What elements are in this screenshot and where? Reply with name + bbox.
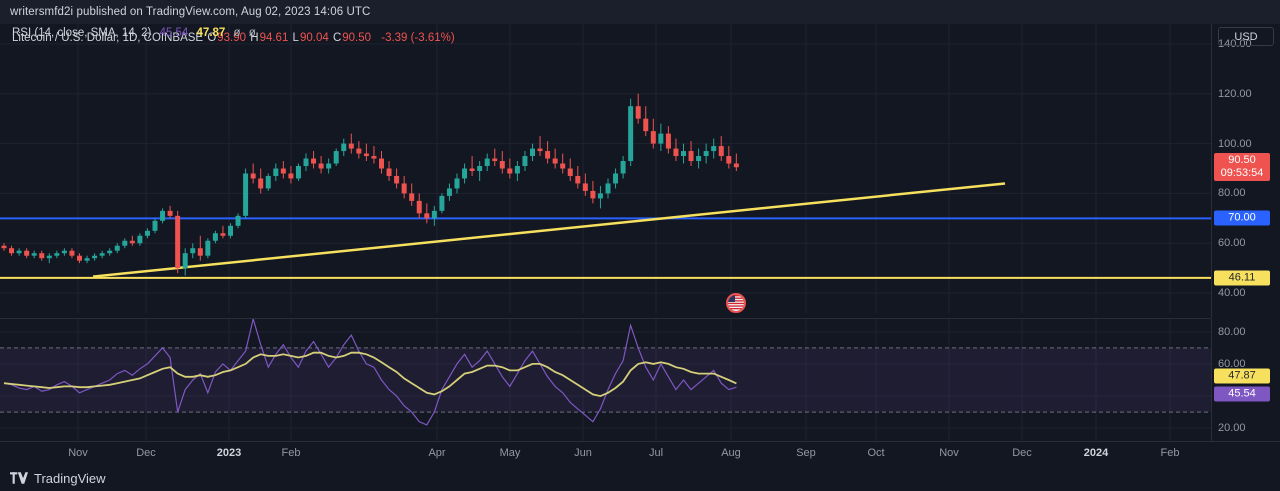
rsi-chart-svg <box>0 319 1211 441</box>
low-value: 90.04 <box>299 32 329 44</box>
price-chart-plot[interactable] <box>0 24 1211 313</box>
price-badge-last-price[interactable]: 90.50 09:53:54 <box>1214 153 1270 182</box>
low-key: L <box>292 32 299 44</box>
rsi-title[interactable]: RSI (14, close, SMA, 14, 2) <box>12 27 152 39</box>
time-tick-dec-1: Dec <box>136 447 156 459</box>
close-value: 90.50 <box>342 32 372 44</box>
rsi-legend[interactable]: RSI (14, close, SMA, 14, 2) 45.54 47.87 … <box>12 27 256 39</box>
pane-divider <box>0 318 1211 319</box>
price-chart-legend[interactable]: Litecoin / U.S. Dollar, 1D, COINBASE O93… <box>12 32 456 44</box>
rsi-current-value: 45.54 <box>159 27 189 39</box>
us-flag-economic-event-icon[interactable] <box>726 293 746 313</box>
price-tick-60: 60.00 <box>1218 237 1246 250</box>
time-tick-feb-3: Feb <box>281 447 301 459</box>
rsi-extra-value-2: ø <box>248 27 256 39</box>
time-tick-sep-9: Sep <box>796 447 816 459</box>
tradingview-wordmark: TradingView <box>34 470 106 486</box>
rsi-tick-80: 80.00 <box>1218 325 1246 338</box>
price-tick-120: 120.00 <box>1218 87 1252 100</box>
badge-primary-label: 90.50 <box>1228 154 1256 167</box>
time-tick-dec-12: Dec <box>1012 447 1032 459</box>
rsi-badge-rsi-value[interactable]: 45.54 <box>1214 386 1270 402</box>
time-tick-may-5: May <box>499 447 521 459</box>
rsi-sma-line-series[interactable] <box>3 351 737 398</box>
badge-primary-label: 46.11 <box>1228 271 1256 284</box>
change-value: -3.39 (-3.61%) <box>381 32 455 44</box>
badge-primary-label: 70.00 <box>1228 211 1256 224</box>
symbol-label[interactable]: Litecoin / U.S. Dollar, 1D, COINBASE <box>12 32 204 44</box>
price-tick-40: 40.00 <box>1218 287 1246 300</box>
chart-frame[interactable]: Litecoin / U.S. Dollar, 1D, COINBASE O93… <box>0 24 1280 491</box>
rsi-badge-sma-value[interactable]: 47.87 <box>1214 368 1270 384</box>
badge-secondary-label: 09:53:54 <box>1220 167 1264 180</box>
time-tick-nov-11: Nov <box>939 447 959 459</box>
rsi-extra-value-1: ø <box>233 27 241 39</box>
price-chart-svg <box>0 24 1211 313</box>
price-badge-blue-level[interactable]: 70.00 <box>1214 210 1270 226</box>
rsi-sma-value: 47.87 <box>196 27 226 39</box>
time-tick-2024-13: 2024 <box>1083 447 1109 459</box>
price-scale[interactable]: 40.00 60.00 80.00 100.00 120.00 140.00 90.50 09… <box>1211 24 1280 318</box>
price-tick-140: 140.00 <box>1218 37 1252 50</box>
rsi-tick-20: 20.00 <box>1218 422 1246 435</box>
rsi-indicator-plot[interactable] <box>0 319 1211 441</box>
attribution-text: writersmfd2i published on TradingView.co… <box>10 6 371 18</box>
open-key: O <box>207 32 217 44</box>
footer-bar: TradingView <box>0 465 1280 491</box>
time-tick-feb-14: Feb <box>1160 447 1180 459</box>
time-tick-apr-4: Apr <box>428 447 446 459</box>
price-tick-100: 100.00 <box>1218 137 1252 150</box>
price-tick-80: 80.00 <box>1218 187 1246 200</box>
time-tick-nov-0: Nov <box>68 447 88 459</box>
rsi-band-fill <box>0 347 1211 413</box>
price-gridlines <box>0 24 1211 313</box>
time-tick-jul-7: Jul <box>648 447 664 459</box>
tradingview-logo[interactable]: TradingView <box>0 471 106 486</box>
currency-unit-label: USD <box>1234 30 1258 43</box>
time-scale[interactable]: Nov Dec 2023 Feb Apr May Jun Jul Aug Sep Oct Nov Dec… <box>0 441 1280 465</box>
rsi-tick-60: 60.00 <box>1218 357 1246 370</box>
tradingview-mark-icon <box>10 472 28 484</box>
price-badge-yellow-level[interactable]: 46.11 <box>1214 270 1270 286</box>
high-key: H <box>250 32 259 44</box>
ascending-support-trendline[interactable] <box>92 182 1006 278</box>
open-value: 93.90 <box>217 32 247 44</box>
currency-unit-button[interactable]: USD <box>1218 27 1274 46</box>
attribution-bar: writersmfd2i published on TradingView.co… <box>0 0 1280 24</box>
time-tick-oct-10: Oct <box>867 447 885 459</box>
high-value: 94.61 <box>259 32 289 44</box>
candlestick-series[interactable] <box>1 93 739 276</box>
time-tick-jun-6: Jun <box>574 447 592 459</box>
time-tick-2023-2: 2023 <box>216 447 242 459</box>
rsi-line-series[interactable] <box>3 319 737 426</box>
close-key: C <box>332 32 342 44</box>
time-tick-aug-8: Aug <box>721 447 741 459</box>
